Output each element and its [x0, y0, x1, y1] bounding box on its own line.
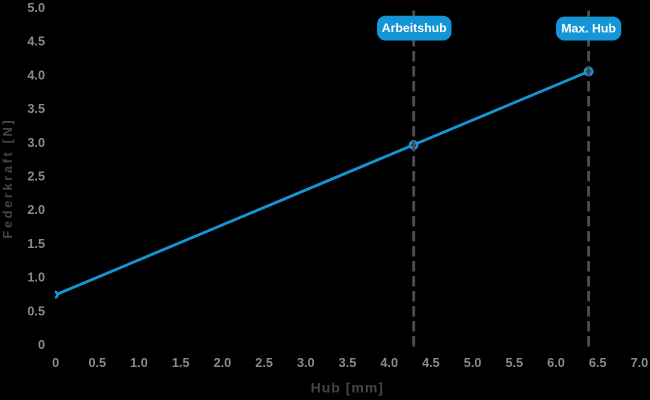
svg-text:5.0: 5.0 — [27, 1, 45, 15]
svg-text:1.5: 1.5 — [27, 237, 45, 251]
svg-text:5.5: 5.5 — [505, 356, 523, 370]
svg-text:3.5: 3.5 — [339, 356, 357, 370]
svg-text:1.0: 1.0 — [27, 271, 45, 285]
svg-text:7.0: 7.0 — [631, 356, 649, 370]
svg-text:3.0: 3.0 — [27, 136, 45, 150]
svg-text:Hub [mm]: Hub [mm] — [311, 379, 384, 395]
svg-text:4.0: 4.0 — [27, 68, 45, 82]
svg-text:Arbeitshub: Arbeitshub — [382, 21, 447, 35]
svg-text:0.5: 0.5 — [27, 304, 45, 318]
svg-text:1.0: 1.0 — [130, 356, 148, 370]
svg-text:6.0: 6.0 — [547, 356, 565, 370]
svg-text:4.0: 4.0 — [380, 356, 398, 370]
svg-text:3.0: 3.0 — [297, 356, 315, 370]
svg-text:0.5: 0.5 — [88, 356, 106, 370]
svg-text:Max. Hub: Max. Hub — [561, 22, 616, 36]
svg-text:3.5: 3.5 — [27, 102, 45, 116]
svg-text:5.0: 5.0 — [464, 356, 482, 370]
svg-text:2.5: 2.5 — [27, 170, 45, 184]
svg-text:2.5: 2.5 — [255, 356, 273, 370]
svg-text:0: 0 — [38, 338, 45, 352]
svg-text:4.5: 4.5 — [27, 35, 45, 49]
svg-text:1.5: 1.5 — [172, 356, 190, 370]
svg-text:6.5: 6.5 — [589, 356, 607, 370]
svg-text:2.0: 2.0 — [214, 356, 232, 370]
svg-text:2.0: 2.0 — [27, 203, 45, 217]
svg-text:Federkraft [N]: Federkraft [N] — [0, 118, 15, 239]
svg-text:0: 0 — [52, 356, 59, 370]
svg-text:4.5: 4.5 — [422, 356, 440, 370]
